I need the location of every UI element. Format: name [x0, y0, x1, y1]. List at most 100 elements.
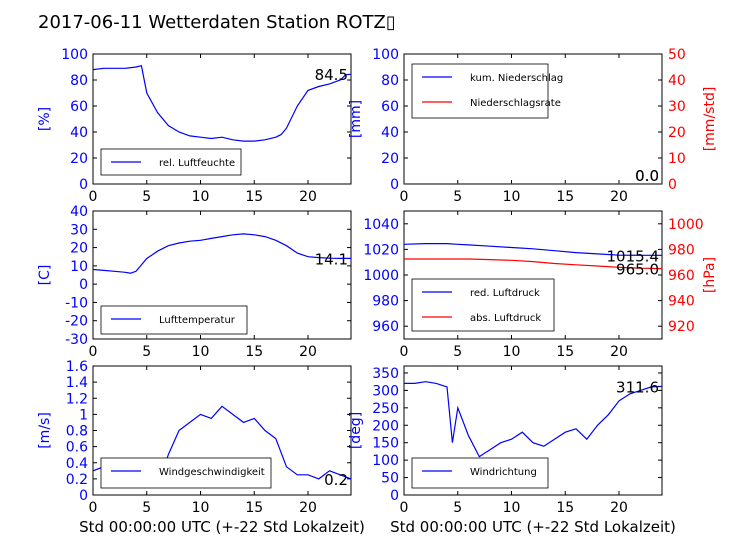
x-tick-label: 10	[503, 500, 521, 516]
x-tick-label: 10	[192, 344, 210, 360]
last-value-label: 0.0	[635, 167, 659, 185]
y-right-tick-label: 960	[668, 268, 695, 284]
y-tick-label: 300	[372, 383, 399, 399]
y-tick-label: 350	[372, 366, 399, 382]
x-tick-label: 0	[89, 344, 98, 360]
legend-box	[411, 457, 549, 489]
legend-entry: kum. Niederschlag	[470, 73, 563, 84]
legend: red. Luftdruck abs. Luftdruck	[411, 278, 555, 332]
legend: Windrichtung	[411, 457, 549, 489]
x-tick-label: 15	[245, 500, 263, 516]
series-line-1	[93, 233, 351, 274]
y-tick-label: 0.8	[66, 424, 88, 440]
y-axis-label: [%]	[37, 107, 53, 131]
legend-box	[411, 278, 555, 332]
y-right-tick-label: 1000	[668, 217, 704, 233]
x-tick-label: 0	[89, 189, 98, 205]
x-tick-label: 5	[142, 500, 151, 516]
y-tick-label: 40	[381, 125, 399, 141]
legend-entry: Windrichtung	[470, 467, 537, 478]
series-line-1	[93, 64, 351, 142]
chart-panel-3: 0 5 10 15 20 -30 -20 -10 0 10 20 30 40 [C] Lufttempera…	[37, 204, 352, 360]
x-axis-label: Std 00:00:00 UTC (+-22 Std Lokalzeit)	[79, 518, 365, 536]
y-right-tick-label: 0	[668, 177, 677, 193]
y-tick-label: 960	[372, 319, 399, 335]
x-tick-label: 10	[192, 189, 210, 205]
legend-box	[100, 305, 248, 335]
x-axis-label: Std 00:00:00 UTC (+-22 Std Lokalzeit)	[390, 518, 676, 536]
y-right-tick-label: 940	[668, 294, 695, 310]
y-tick-label: 1000	[363, 268, 399, 284]
y-axis-label: [deg]	[348, 412, 364, 449]
chart-panel-1: 0 5 10 15 20 0 20 40 60 80 100 [%] rel. Luftfeuchte 8…	[37, 47, 352, 205]
last-value-label: 0.2	[324, 471, 348, 489]
y-tick-label: 0	[390, 177, 399, 193]
y-tick-label: 1040	[363, 217, 399, 233]
x-tick-label: 5	[142, 344, 151, 360]
x-tick-label: 0	[400, 500, 409, 516]
x-tick-label: 0	[89, 500, 98, 516]
x-tick-label: 20	[610, 189, 628, 205]
y-tick-label: 0.4	[66, 456, 88, 472]
plot-frame	[92, 210, 352, 340]
legend-box	[411, 63, 549, 119]
y-tick-label: 40	[70, 204, 88, 220]
y-tick-label: 0	[79, 177, 88, 193]
y-tick-label: 100	[372, 453, 399, 469]
last-value-label: 311.6	[616, 378, 659, 396]
y-right-tick-label: 30	[668, 99, 686, 115]
y-tick-label: 100	[61, 47, 88, 63]
y-tick-label: 0	[79, 488, 88, 504]
y-axis-right-label: [hPa]	[702, 257, 718, 293]
y-tick-label: -10	[65, 295, 88, 311]
legend-entry: Windgeschwindigkeit	[159, 467, 265, 478]
y-tick-label: 20	[381, 151, 399, 167]
y-tick-label: 60	[381, 99, 399, 115]
legend-entry: red. Luftdruck	[470, 288, 540, 299]
y-tick-label: 0	[79, 277, 88, 293]
plot-frame	[92, 53, 352, 185]
y-right-tick-label: 920	[668, 319, 695, 335]
y-tick-label: 60	[70, 99, 88, 115]
chart-panel-4: 0 5 10 15 20 960 980 1000 1020 1040 920 940 960 980 10…	[363, 210, 718, 360]
last-value-label: 1015.4	[607, 247, 660, 265]
x-tick-label: 10	[503, 344, 521, 360]
x-tick-label: 20	[299, 500, 317, 516]
y-tick-label: 150	[372, 436, 399, 452]
plot-frame	[403, 365, 663, 496]
legend-box	[100, 457, 272, 489]
y-tick-label: 1.4	[66, 375, 88, 391]
y-tick-label: 1020	[363, 242, 399, 258]
y-tick-label: 1.2	[66, 391, 88, 407]
x-tick-label: 20	[299, 189, 317, 205]
x-tick-label: 20	[610, 500, 628, 516]
x-tick-label: 20	[610, 344, 628, 360]
x-tick-label: 15	[245, 344, 263, 360]
legend-entry: Niederschlagsrate	[470, 98, 561, 109]
y-tick-label: 100	[372, 47, 399, 63]
x-tick-label: 0	[400, 189, 409, 205]
x-tick-label: 5	[453, 189, 462, 205]
last-value-label-right: 0.0	[635, 167, 659, 185]
y-axis-label: [C]	[37, 265, 53, 286]
legend: Lufttemperatur	[100, 305, 248, 335]
y-tick-label: 20	[70, 151, 88, 167]
last-value-label: 84.5	[315, 66, 348, 84]
x-tick-label: 5	[142, 189, 151, 205]
y-tick-label: 80	[381, 73, 399, 89]
y-tick-label: 50	[381, 471, 399, 487]
y-right-tick-label: 20	[668, 125, 686, 141]
x-tick-label: 15	[556, 189, 574, 205]
series-line-1	[404, 243, 662, 256]
series-line-2	[404, 258, 662, 270]
y-tick-label: 0.6	[66, 440, 88, 456]
x-tick-label: 5	[453, 344, 462, 360]
y-tick-label: 1	[79, 407, 88, 423]
y-right-tick-label: 40	[668, 73, 686, 89]
figure-title: 2017-06-11 Wetterdaten Station ROTZ▯	[38, 12, 396, 33]
y-tick-label: 10	[70, 259, 88, 275]
y-axis-label: [mm]	[348, 100, 364, 138]
y-tick-label: 980	[372, 294, 399, 310]
